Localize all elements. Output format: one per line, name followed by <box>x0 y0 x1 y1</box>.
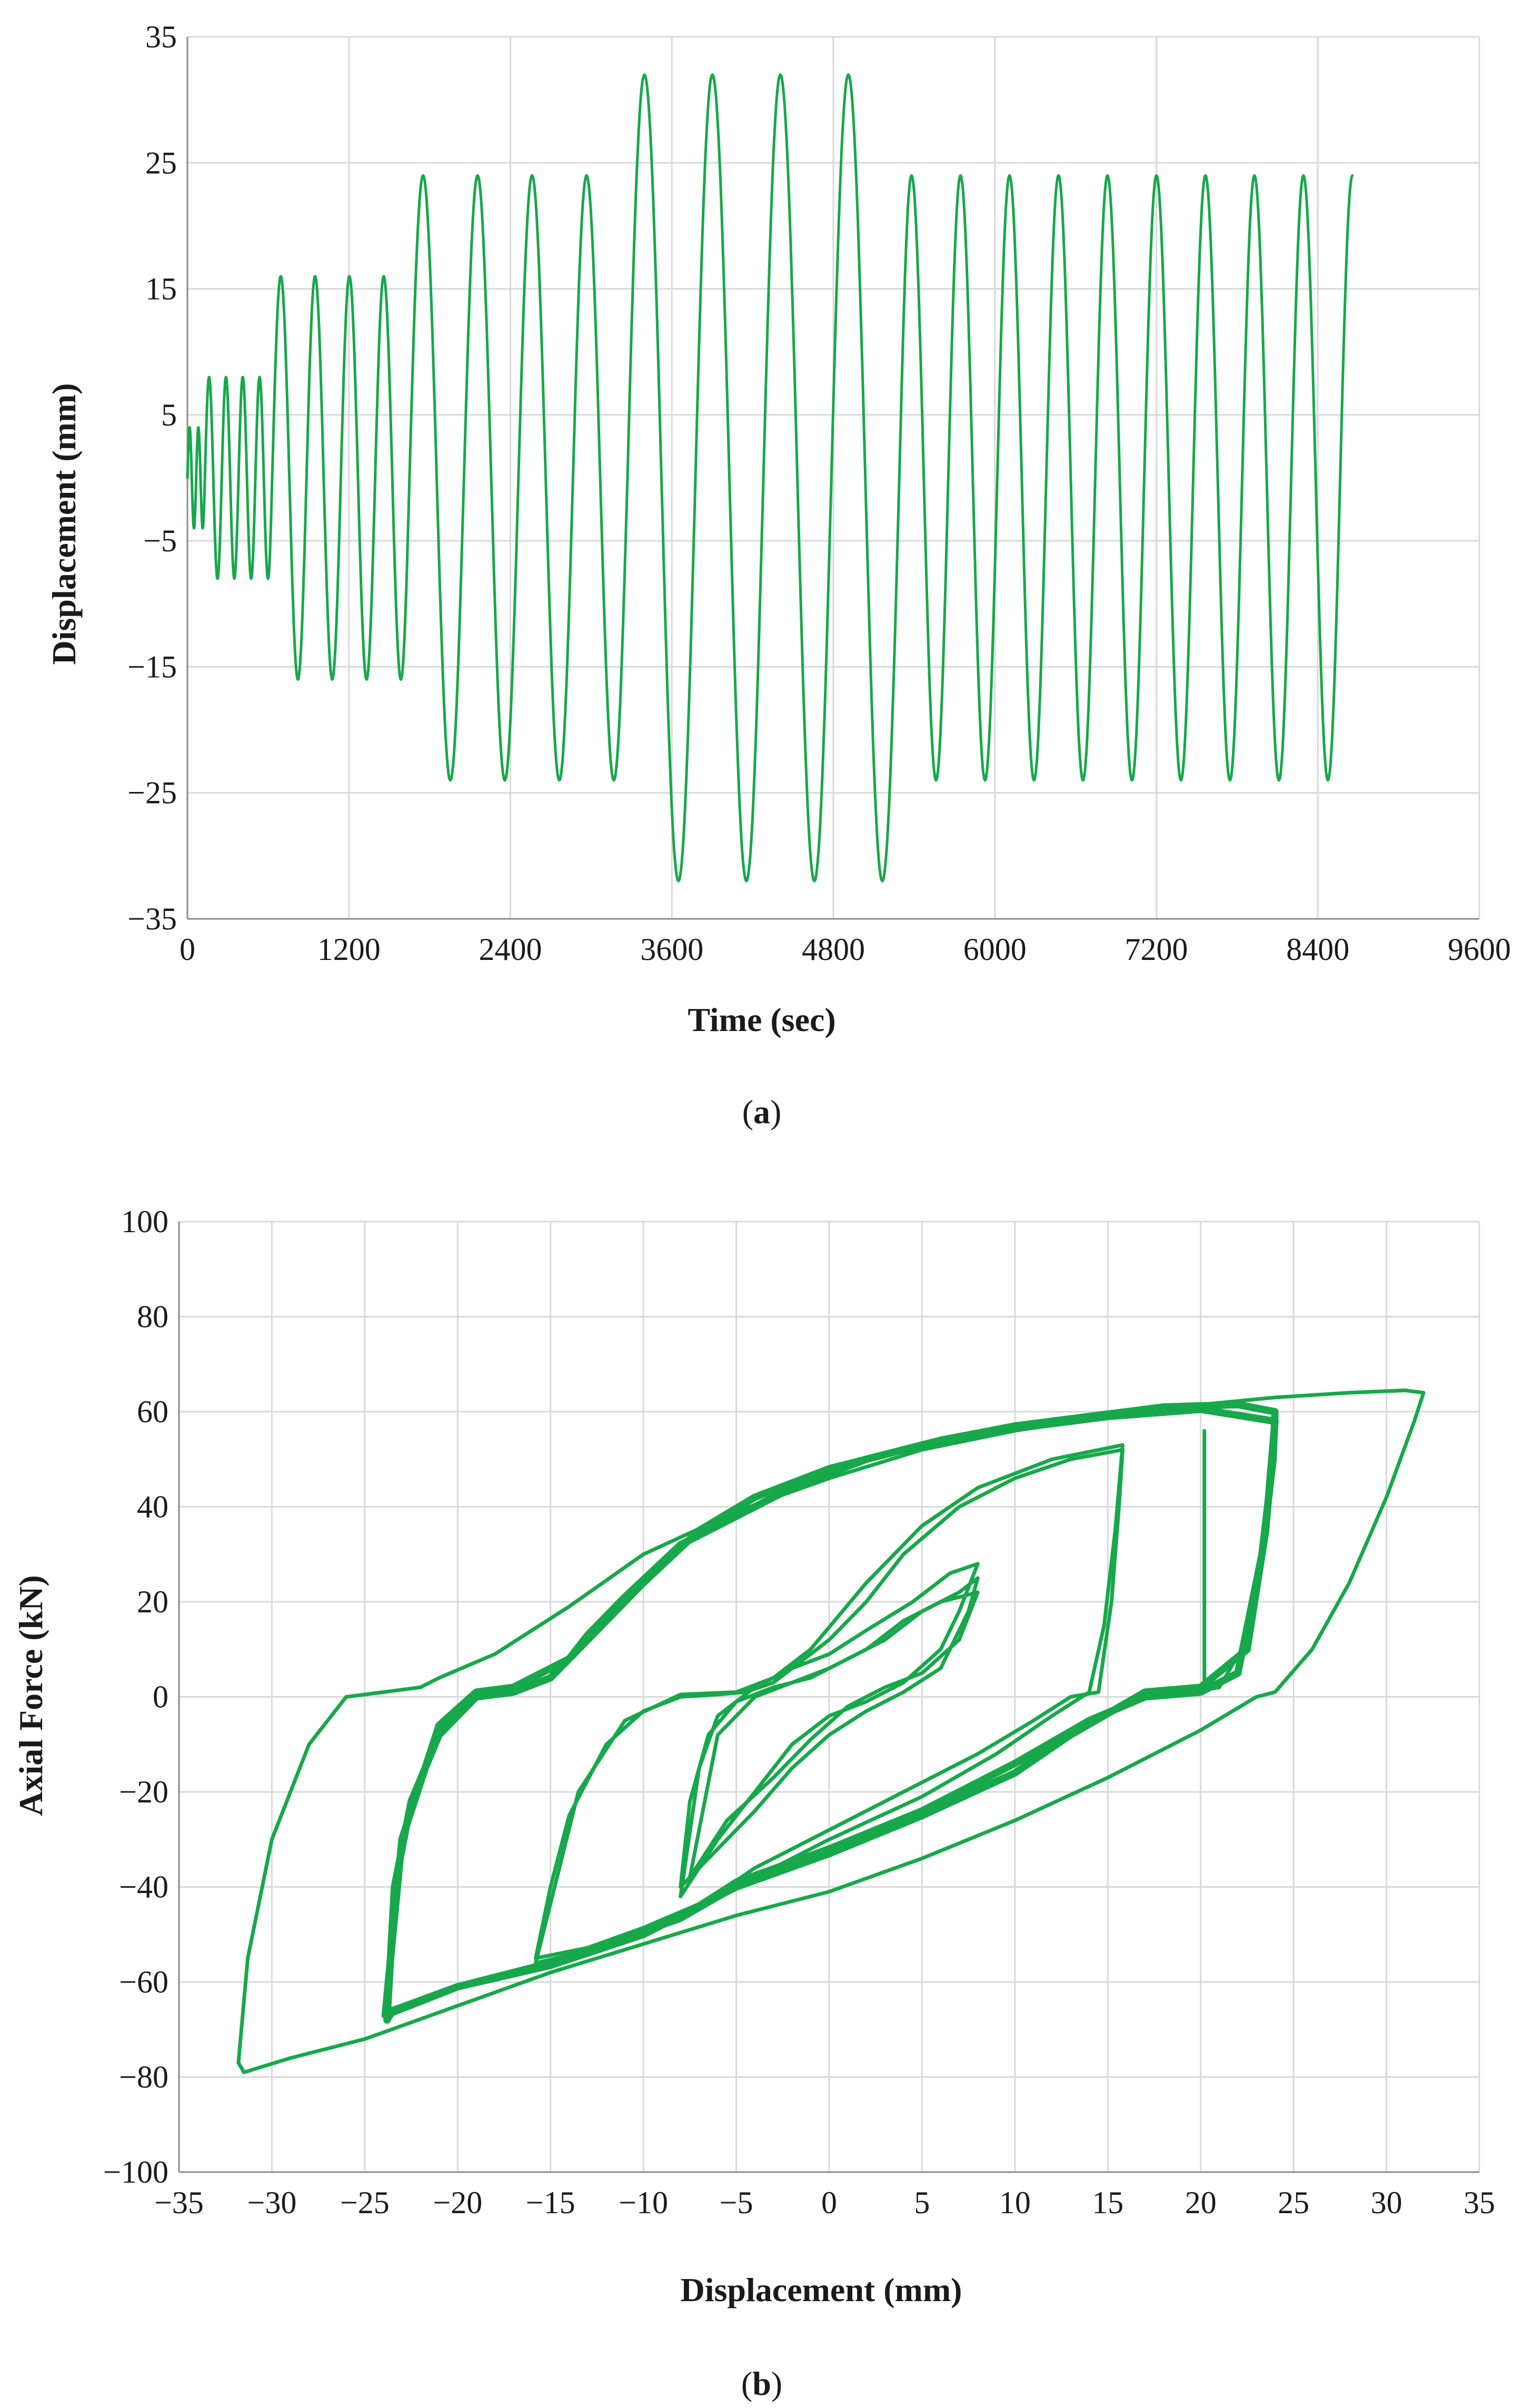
panel-label-b: (b) <box>741 2365 782 2402</box>
chart-b-x-tick-label: −30 <box>247 2185 297 2220</box>
chart-a-series <box>186 73 1354 883</box>
chart-b-hysteresis-loop <box>679 1562 980 1899</box>
chart-b-hysteresis-loop <box>236 1388 1426 2074</box>
chart-b-y-tick-label: 40 <box>137 1490 168 1524</box>
chart-b-x-tick-label: −10 <box>619 2185 668 2220</box>
chart-b-y-tick-label: −40 <box>119 1870 168 1905</box>
chart-a-x-tick-label: 2400 <box>479 932 542 967</box>
chart-b-axes <box>178 1222 1479 2173</box>
chart-b-x-tick-label: −20 <box>433 2185 482 2220</box>
chart-b-x-tick-label: 25 <box>1278 2185 1309 2220</box>
chart-b-y-axis-title: Axial Force (kN) <box>12 1575 49 1816</box>
chart-a-y-tick-label: 35 <box>145 19 177 54</box>
chart-a-y-tick-label: −5 <box>143 523 177 558</box>
chart-a-x-tick-labels: 0 1200 2400 3600 4800 6000 7200 8400 9600 <box>180 932 1511 967</box>
chart-a-y-tick-label: −35 <box>127 901 177 936</box>
chart-b-x-tick-label: 30 <box>1371 2185 1402 2220</box>
chart-b-x-tick-label: −35 <box>154 2185 204 2220</box>
chart-b-y-tick-label: 20 <box>137 1584 168 1619</box>
chart-b-x-tick-label: −5 <box>720 2185 753 2220</box>
chart-a-y-axis-title: Displacement (mm) <box>45 383 83 665</box>
chart-b-x-tick-label: 0 <box>821 2185 837 2220</box>
chart-b-hysteresis-loop <box>534 1443 1124 1965</box>
panel-label-a: (a) <box>742 1093 782 1131</box>
chart-b-x-tick-label: 15 <box>1092 2185 1123 2220</box>
chart-a-series-line <box>186 73 1354 883</box>
chart-a-x-tick-label: 0 <box>180 932 195 967</box>
chart-b-y-tick-label: 100 <box>121 1204 168 1239</box>
chart-b-y-tick-label: −80 <box>119 2060 168 2095</box>
chart-b-y-tick-labels: 100 80 60 40 20 0 −20 −40 −60 −80 −100 <box>103 1204 168 2189</box>
chart-a-x-tick-label: 3600 <box>640 932 703 967</box>
chart-b-gridlines <box>179 1221 1480 2173</box>
chart-a-gridlines <box>187 36 1480 920</box>
chart-b-x-tick-label: 10 <box>999 2185 1031 2220</box>
chart-b-hysteresis-loop <box>381 1405 1279 2019</box>
chart-a-x-tick-label: 8400 <box>1286 932 1349 967</box>
chart-b-series <box>236 1388 1426 2074</box>
chart-a-x-axis-title: Time (sec) <box>688 1001 835 1038</box>
chart-b-y-tick-label: −60 <box>119 1965 168 1999</box>
chart-b-y-tick-label: 60 <box>137 1394 168 1429</box>
chart-b-x-tick-label: −15 <box>526 2185 575 2220</box>
chart-a-y-tick-label: 25 <box>145 145 177 180</box>
chart-b-x-tick-labels: −35 −30 −25 −20 −15 −10 −5 0 5 10 15 20 25 30 35 <box>154 2185 1495 2220</box>
chart-a-y-tick-label: 5 <box>161 398 177 432</box>
chart-a-x-tick-label: 4800 <box>802 932 865 967</box>
chart-b-hysteresis-loop <box>1202 1414 1277 1692</box>
chart-a-y-tick-label: −25 <box>127 776 177 810</box>
chart-b-y-tick-label: 0 <box>153 1680 168 1715</box>
chart-a-x-tick-label: 1200 <box>317 932 381 967</box>
chart-b-hysteresis-loop <box>383 1401 1279 2024</box>
chart-b-x-tick-label: 20 <box>1185 2185 1217 2220</box>
chart-b-hysteresis-loop <box>688 1590 980 1879</box>
chart-a-displacement-history: 0 1200 2400 3600 4800 6000 7200 8400 9600 35 25 15… <box>45 19 1511 1131</box>
chart-a-x-tick-label: 7200 <box>1125 932 1188 967</box>
chart-b-y-tick-label: −20 <box>119 1775 168 1809</box>
chart-b-hysteresis: −35 −30 −25 −20 −15 −10 −5 0 5 10 15 20 25 30 35 100 80… <box>12 1204 1495 2402</box>
chart-b-x-axis-title: Displacement (mm) <box>681 2271 962 2308</box>
chart-a-y-tick-labels: 35 25 15 5 −5 −15 −25 −35 <box>127 19 177 936</box>
chart-a-x-tick-label: 9600 <box>1448 932 1511 967</box>
chart-a-x-tick-label: 6000 <box>963 932 1027 967</box>
chart-a-y-tick-label: 15 <box>145 272 177 306</box>
chart-b-y-tick-label: −100 <box>103 2155 168 2189</box>
chart-b-x-tick-label: 5 <box>914 2185 930 2220</box>
chart-b-x-tick-label: 35 <box>1464 2185 1495 2220</box>
chart-b-x-tick-label: −25 <box>340 2185 390 2220</box>
chart-b-y-tick-label: 80 <box>137 1300 168 1334</box>
chart-a-y-tick-label: −15 <box>127 649 177 684</box>
